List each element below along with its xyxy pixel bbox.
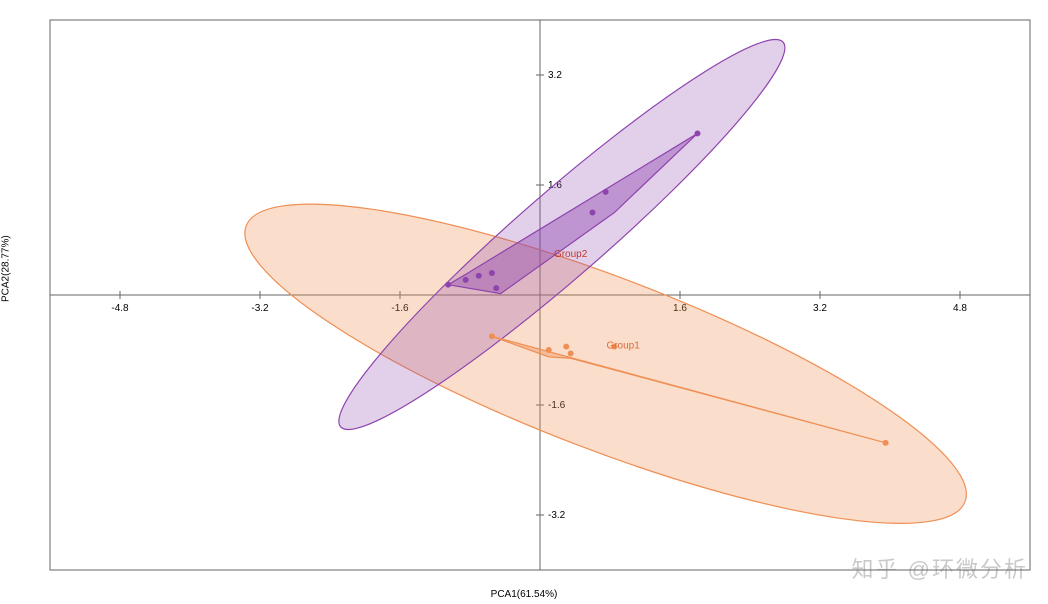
y-axis-label: PCA2(28.77%) (1, 235, 12, 302)
svg-text:-4.8: -4.8 (111, 303, 129, 314)
svg-text:Group2: Group2 (554, 249, 588, 260)
svg-text:3.2: 3.2 (548, 70, 562, 81)
svg-text:-3.2: -3.2 (548, 510, 566, 521)
svg-text:3.2: 3.2 (813, 303, 827, 314)
svg-text:4.8: 4.8 (953, 303, 967, 314)
svg-text:-3.2: -3.2 (251, 303, 269, 314)
pca-scatter-chart: -4.8-3.2-1.61.63.24.8-3.2-1.61.63.2Group… (0, 0, 1048, 604)
svg-text:Group1: Group1 (606, 341, 640, 352)
x-axis-label: PCA1(61.54%) (491, 589, 558, 600)
chart-svg: -4.8-3.2-1.61.63.24.8-3.2-1.61.63.2Group… (0, 0, 1048, 604)
